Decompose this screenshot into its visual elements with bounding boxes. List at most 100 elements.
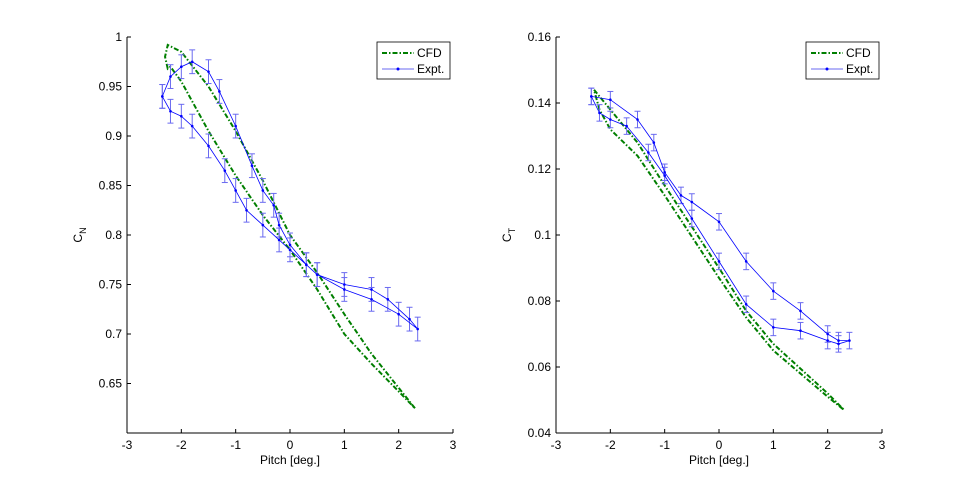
data-point (837, 342, 840, 346)
data-point (370, 298, 373, 301)
data-point (625, 124, 628, 128)
y-tick-label: 0.16 (528, 30, 552, 44)
data-point (223, 169, 227, 172)
x-tick-label: 2 (395, 438, 402, 452)
subplot-2: -3 -2 -1 0 1 2 3 0.04 0.06 0.08 0.1 0.12 0.14 0.16 Pit… (500, 30, 886, 467)
data-point (598, 111, 601, 115)
data-point (663, 174, 666, 177)
x-tick-label: -1 (659, 438, 670, 452)
data-point (234, 189, 237, 192)
data-point (799, 329, 802, 333)
data-point (343, 288, 346, 291)
data-point (277, 223, 281, 227)
y-axis-label: CT (500, 227, 517, 242)
x-axis-label: Pitch [deg.] (689, 453, 749, 467)
y-tick-label: 0.95 (99, 80, 123, 94)
data-point (245, 208, 248, 212)
data-point (690, 217, 694, 220)
legend-cfd-label: CFD (846, 46, 871, 60)
y-tick-label: 0.1 (534, 228, 551, 242)
data-point (305, 263, 308, 267)
x-tick-label: 3 (879, 438, 886, 452)
data-point (277, 238, 281, 242)
data-point (218, 90, 221, 93)
y-tick-label: 0.7 (105, 327, 122, 341)
series-cfd-line (593, 89, 845, 411)
y-axis-label-main: C (71, 234, 85, 243)
y-tick-label: 0.8 (105, 228, 122, 242)
data-point (207, 70, 210, 73)
data-point (744, 260, 748, 263)
y-axis-label-sub: T (507, 227, 517, 233)
legend-box (805, 41, 880, 80)
data-point (261, 223, 265, 227)
x-tick-label: 1 (770, 438, 777, 452)
y-tick-label: 0.04 (528, 426, 552, 440)
data-point (799, 309, 802, 313)
data-point (679, 194, 683, 197)
y-tick-label: 0.12 (528, 162, 552, 176)
data-point (250, 164, 254, 167)
data-point (180, 114, 183, 118)
x-tick-label: 1 (341, 438, 348, 452)
legend-expt-marker (825, 67, 829, 71)
y-tick-label: 0.06 (528, 360, 552, 374)
y-tick-label: 0.85 (99, 179, 123, 193)
data-point (397, 312, 400, 316)
data-point (652, 141, 656, 144)
data-point (636, 118, 639, 121)
data-point (386, 298, 390, 301)
legend-expt-label: Expt. (417, 62, 444, 76)
data-point (161, 95, 164, 98)
data-point (717, 260, 721, 263)
data-point (272, 204, 276, 207)
data-point (370, 288, 373, 291)
legend-box (376, 41, 451, 80)
data-point (180, 65, 183, 68)
y-axis-label-sub: N (78, 227, 88, 234)
data-point (690, 200, 694, 204)
data-point (848, 339, 851, 342)
legend-expt-label: Expt. (846, 62, 873, 76)
data-point (408, 317, 411, 321)
data-point (590, 95, 593, 98)
data-point (744, 303, 748, 306)
y-tick-label: 0.75 (99, 278, 123, 292)
x-tick-label: -3 (551, 438, 562, 452)
x-axis-label: Pitch [deg.] (260, 453, 320, 467)
data-point (343, 283, 346, 286)
y-axis-label: CN (71, 227, 88, 242)
y-tick-label: 0.14 (528, 96, 552, 110)
data-point (261, 189, 265, 192)
data-point (234, 124, 237, 128)
data-point (207, 144, 210, 148)
legend-cfd-label: CFD (417, 46, 442, 60)
y-axis-label-main: C (500, 233, 514, 242)
x-tick-label: -1 (230, 438, 241, 452)
legend-expt-marker (396, 67, 400, 71)
x-tick-label: -2 (605, 438, 616, 452)
x-tick-label: -3 (122, 438, 133, 452)
subplot-1: -3 -2 -1 0 1 2 3 0.65 0.7 0.75 0.8 0.85 0.9 0.95 1 Pitc… (71, 30, 457, 467)
x-tick-label: 0 (716, 438, 723, 452)
y-tick-label: 0.65 (99, 377, 123, 391)
y-tick-label: 0.9 (105, 129, 122, 143)
data-point (772, 289, 775, 293)
data-point (190, 60, 194, 64)
x-tick-label: 3 (450, 438, 457, 452)
data-point (772, 326, 775, 329)
x-tick-label: 0 (287, 438, 294, 452)
x-tick-label: 2 (824, 438, 831, 452)
series-expt-line (161, 61, 418, 330)
data-point (609, 118, 612, 121)
data-point (647, 151, 650, 154)
data-point (826, 339, 829, 342)
data-point (717, 220, 721, 224)
y-tick-label: 0.08 (528, 294, 552, 308)
data-point (315, 273, 319, 276)
data-point (190, 124, 194, 128)
y-tick-label: 1 (115, 30, 122, 44)
data-point (169, 75, 172, 78)
data-point (288, 243, 292, 247)
